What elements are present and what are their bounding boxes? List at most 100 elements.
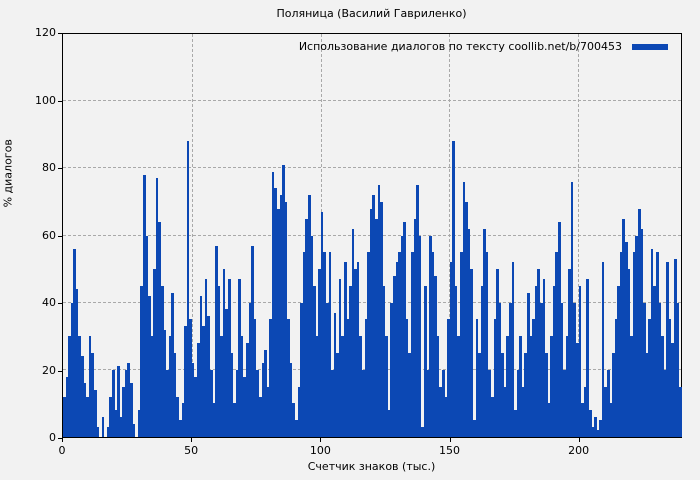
bar-x234 <box>666 262 669 437</box>
bar-x228 <box>650 248 654 437</box>
bar-x93 <box>302 252 306 437</box>
bar-x79 <box>266 386 270 437</box>
bar-x65 <box>230 353 234 437</box>
bar-x71 <box>246 342 249 437</box>
bar-x75 <box>256 369 259 437</box>
bar-x120 <box>372 195 375 437</box>
y-tick-0 <box>58 438 62 439</box>
bar-x11 <box>91 353 94 437</box>
bar-x122 <box>377 185 381 437</box>
bar-x3 <box>70 302 74 437</box>
bar-x233 <box>663 369 667 437</box>
bar-x172 <box>506 336 510 437</box>
bar-x220 <box>630 336 633 437</box>
bar-x182 <box>532 319 535 437</box>
bar-x25 <box>127 363 131 437</box>
x-tick-label-200: 200 <box>568 444 590 457</box>
bar-x35 <box>153 269 156 437</box>
bar-x38 <box>160 285 164 437</box>
bar-x5 <box>75 289 79 437</box>
x-tick-50 <box>191 438 193 442</box>
bar-x212 <box>609 403 613 437</box>
bar-x151 <box>452 141 455 437</box>
bar-x9 <box>86 396 89 437</box>
bar-x160 <box>475 319 479 437</box>
bar-x36 <box>155 178 159 437</box>
bar-x6 <box>78 336 82 437</box>
bar-x134 <box>408 353 412 437</box>
bar-x30 <box>140 285 143 437</box>
bar-x4 <box>73 248 76 437</box>
bar-x211 <box>606 369 610 437</box>
bar-x149 <box>447 319 450 437</box>
x-tick-0 <box>62 438 63 442</box>
bar-x167 <box>493 319 497 437</box>
bar-x97 <box>313 285 316 437</box>
bar-x90 <box>295 420 298 437</box>
bar-x156 <box>465 201 468 437</box>
bar-x175 <box>514 410 517 437</box>
bar-x192 <box>558 222 561 437</box>
bar-x12 <box>93 389 97 437</box>
bar-x136 <box>413 218 417 437</box>
y-tick-label-120: 120 <box>35 26 56 39</box>
bar-x113 <box>354 269 357 437</box>
legend: Использование диалогов по тексту coollib… <box>299 40 668 53</box>
gridline-h-80 <box>63 167 681 169</box>
bar-x110 <box>346 319 350 437</box>
bar-x64 <box>228 279 231 437</box>
bar-x33 <box>148 295 151 437</box>
bar-x169 <box>498 302 502 437</box>
bar-x190 <box>552 285 556 437</box>
bar-x184 <box>537 269 540 437</box>
bar-x32 <box>145 235 149 437</box>
bar-x8 <box>83 383 87 437</box>
bar-x81 <box>271 171 275 437</box>
bar-x132 <box>403 222 406 437</box>
bar-x214 <box>614 319 618 437</box>
bar-x239 <box>679 386 682 437</box>
bar-x108 <box>341 336 345 437</box>
bar-x194 <box>563 369 566 437</box>
bar-x189 <box>550 336 553 437</box>
bar-x131 <box>400 235 404 437</box>
bar-x206 <box>594 416 597 437</box>
bar-x31 <box>142 175 146 437</box>
bar-x0 <box>63 396 66 437</box>
bar-x17 <box>106 426 110 437</box>
bar-x22 <box>119 416 123 437</box>
bar-x60 <box>217 285 221 437</box>
bar-x62 <box>222 269 226 437</box>
bar-x37 <box>158 222 161 437</box>
bar-x72 <box>248 302 252 437</box>
bar-x177 <box>519 336 522 437</box>
bar-x176 <box>516 369 520 437</box>
bar-x67 <box>235 369 239 437</box>
bar-x140 <box>423 285 427 437</box>
y-tick-label-20: 20 <box>42 363 56 377</box>
y-tick-label-60: 60 <box>42 228 56 242</box>
gridline-v-50 <box>191 34 193 437</box>
bar-x185 <box>539 302 543 437</box>
bar-x147 <box>441 369 445 437</box>
bar-x27 <box>132 423 136 437</box>
bar-x7 <box>81 356 84 437</box>
y-tick-60 <box>58 235 62 237</box>
bar-x128 <box>393 275 396 437</box>
bar-x1 <box>65 376 69 437</box>
bar-x95 <box>307 195 311 437</box>
bar-x152 <box>454 285 458 437</box>
bar-x237 <box>674 259 677 437</box>
bar-x24 <box>124 369 128 437</box>
bar-x157 <box>467 228 471 437</box>
bar-x111 <box>349 285 352 437</box>
bar-x94 <box>305 218 308 437</box>
bar-x225 <box>643 302 646 437</box>
bar-x109 <box>344 262 347 437</box>
bar-x54 <box>202 326 205 437</box>
bar-x103 <box>328 252 332 437</box>
bar-x123 <box>380 201 383 437</box>
bar-x127 <box>390 302 393 437</box>
bar-x74 <box>253 319 257 437</box>
